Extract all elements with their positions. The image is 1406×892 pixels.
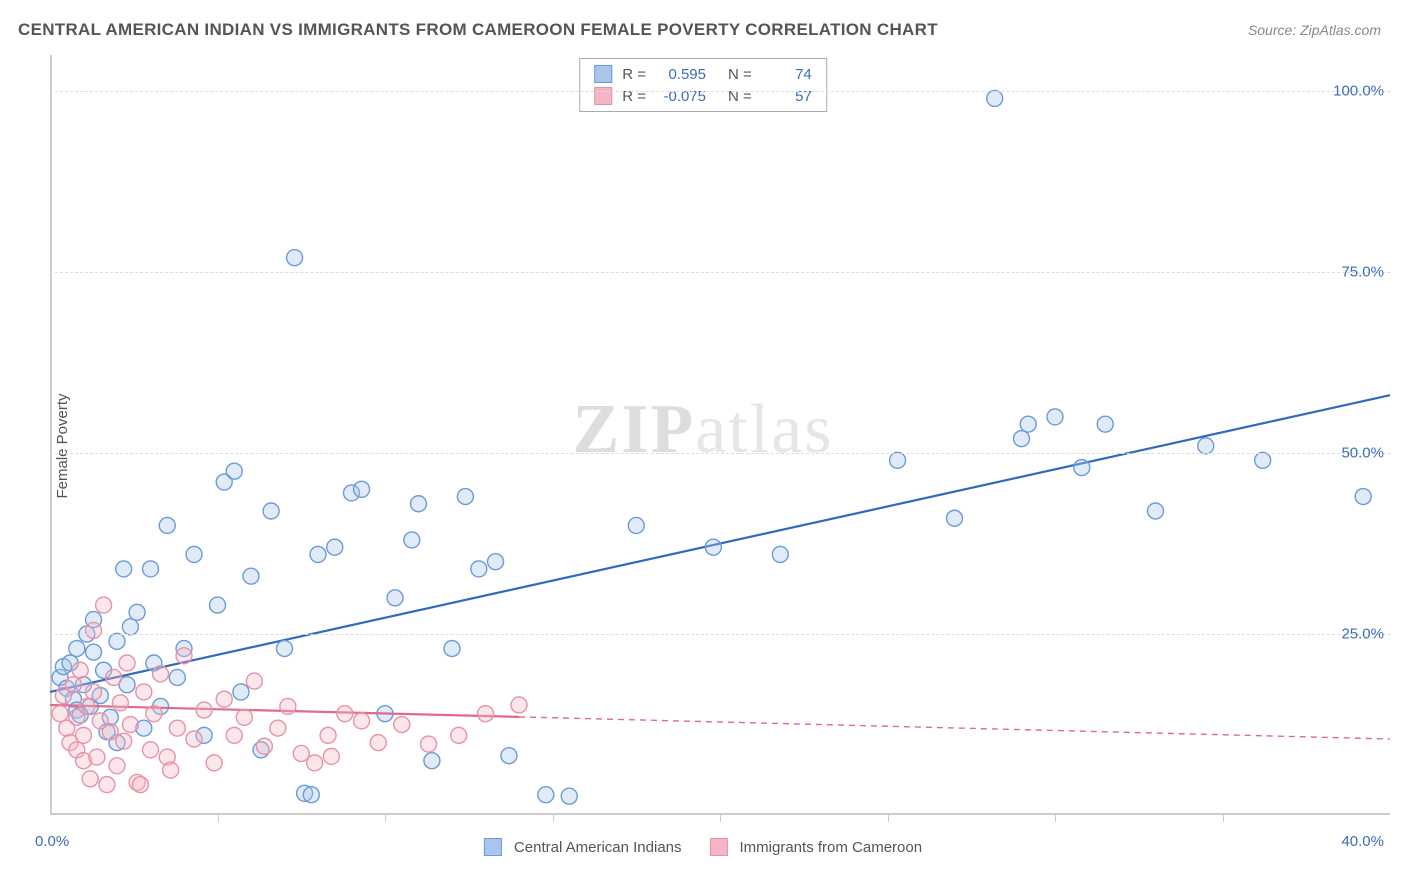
ytick-label: 50.0% — [1341, 445, 1384, 462]
n-label: N = — [728, 88, 752, 105]
gridline — [50, 272, 1390, 273]
xtick — [218, 814, 219, 822]
legend-series: Central American Indians Immigrants from… — [484, 838, 922, 856]
chart-title: CENTRAL AMERICAN INDIAN VS IMMIGRANTS FR… — [18, 20, 938, 40]
n-value-1: 74 — [758, 66, 812, 83]
legend-correlation: R = 0.595 N = 74 R = -0.075 N = 57 — [579, 58, 827, 112]
swatch-series1 — [594, 65, 612, 83]
ytick-label: 25.0% — [1341, 626, 1384, 643]
legend-item-1: Central American Indians — [484, 838, 682, 856]
legend-row-series2: R = -0.075 N = 57 — [594, 85, 812, 107]
ytick-label: 75.0% — [1341, 264, 1384, 281]
xtick — [1223, 814, 1224, 822]
legend-row-series1: R = 0.595 N = 74 — [594, 63, 812, 85]
swatch-series1b — [484, 838, 502, 856]
gridline — [50, 634, 1390, 635]
xtick — [553, 814, 554, 822]
xtick — [1055, 814, 1056, 822]
chart-svg — [50, 55, 1390, 815]
r-value-1: 0.595 — [652, 66, 706, 83]
xtick — [385, 814, 386, 822]
r-label: R = — [622, 66, 646, 83]
xtick — [720, 814, 721, 822]
swatch-series2 — [594, 87, 612, 105]
xtick — [888, 814, 889, 822]
r-label: R = — [622, 88, 646, 105]
ytick-label: 100.0% — [1333, 83, 1384, 100]
gridline — [50, 91, 1390, 92]
xtick-max: 40.0% — [1341, 833, 1384, 850]
gridline — [50, 453, 1390, 454]
n-value-2: 57 — [758, 88, 812, 105]
legend-label-1: Central American Indians — [514, 839, 682, 856]
legend-item-2: Immigrants from Cameroon — [710, 838, 923, 856]
legend-label-2: Immigrants from Cameroon — [740, 839, 923, 856]
xtick-min: 0.0% — [35, 833, 69, 850]
n-label: N = — [728, 66, 752, 83]
r-value-2: -0.075 — [652, 88, 706, 105]
source-label: Source: ZipAtlas.com — [1248, 22, 1381, 38]
swatch-series2b — [710, 838, 728, 856]
